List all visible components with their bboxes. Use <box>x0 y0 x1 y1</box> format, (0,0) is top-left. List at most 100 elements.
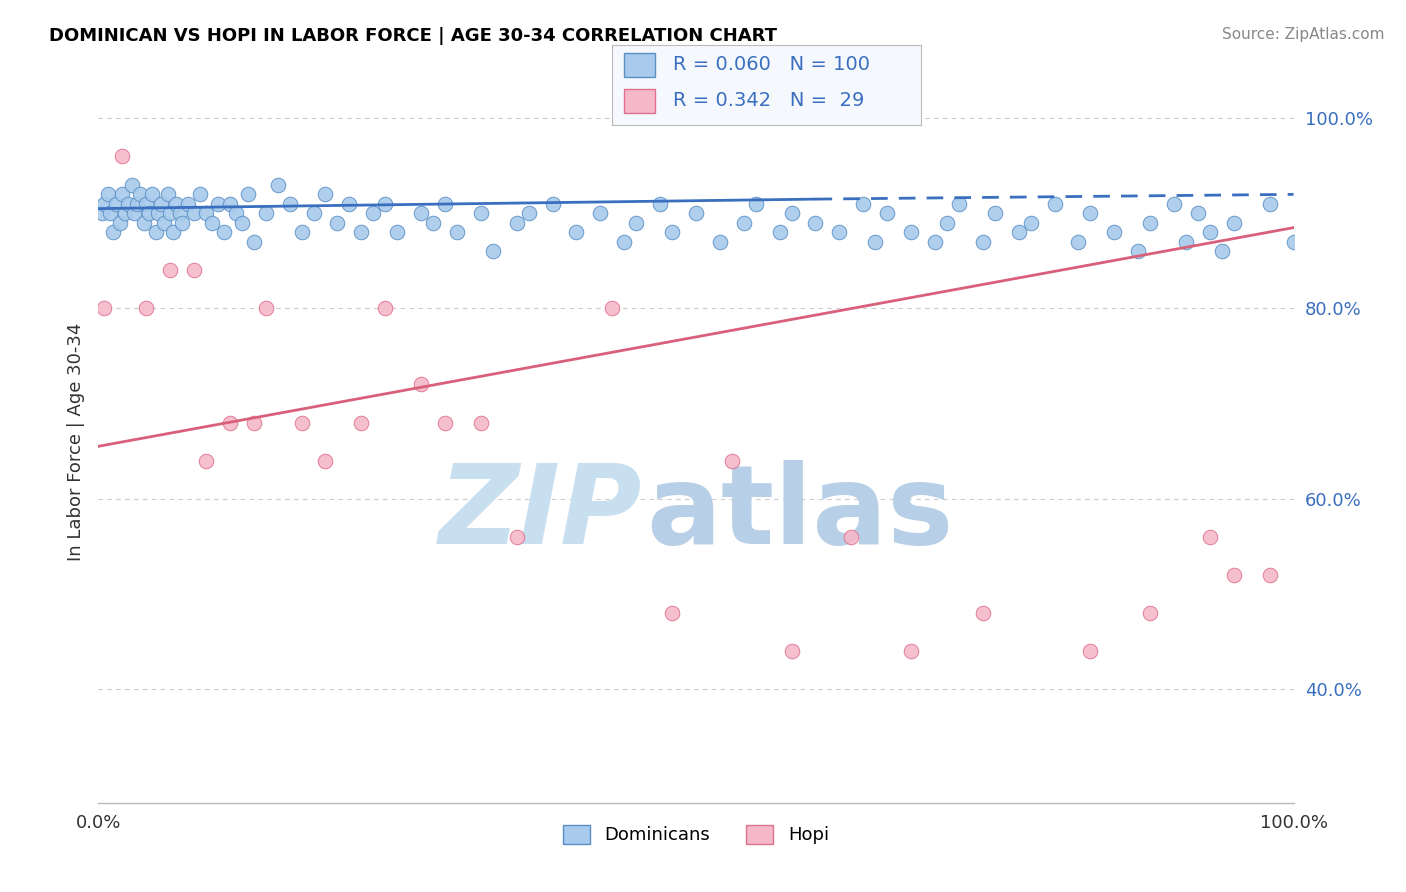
Point <box>1080 206 1102 220</box>
Point <box>315 453 337 467</box>
Point <box>865 235 887 249</box>
Point <box>1199 530 1222 544</box>
Point <box>108 216 131 230</box>
Point <box>972 235 994 249</box>
Point <box>1043 197 1066 211</box>
Point <box>135 197 157 211</box>
Point <box>132 216 155 230</box>
Point <box>101 226 124 240</box>
Point <box>165 197 187 211</box>
Point <box>177 197 200 211</box>
Point <box>207 197 229 211</box>
Point <box>98 206 122 220</box>
Point <box>149 197 172 211</box>
Point <box>97 187 120 202</box>
Point <box>278 197 301 211</box>
Point <box>1223 567 1246 582</box>
Text: DOMINICAN VS HOPI IN LABOR FORCE | AGE 30-34 CORRELATION CHART: DOMINICAN VS HOPI IN LABOR FORCE | AGE 3… <box>49 27 778 45</box>
Point <box>124 206 146 220</box>
Point <box>602 301 624 316</box>
Point <box>1199 226 1222 240</box>
Point <box>159 263 181 277</box>
Point <box>876 206 898 220</box>
Point <box>374 197 396 211</box>
Point <box>972 606 994 620</box>
Point <box>138 206 160 220</box>
Point <box>446 226 468 240</box>
Point <box>841 530 863 544</box>
Point <box>411 377 433 392</box>
Point <box>948 197 970 211</box>
Bar <box>624 89 655 112</box>
Point <box>506 530 529 544</box>
Point <box>1128 244 1150 259</box>
Point <box>159 206 181 220</box>
Point <box>141 187 163 202</box>
Point <box>517 206 540 220</box>
Point <box>804 216 827 230</box>
Point <box>219 197 242 211</box>
Point <box>1067 235 1090 249</box>
Point <box>243 235 266 249</box>
Point <box>1139 606 1161 620</box>
Point <box>1008 226 1031 240</box>
Point <box>685 206 707 220</box>
Point <box>1019 216 1042 230</box>
Point <box>1258 197 1281 211</box>
Point <box>267 178 290 192</box>
Point <box>626 216 648 230</box>
Point <box>1139 216 1161 230</box>
Point <box>212 226 235 240</box>
Point <box>350 416 373 430</box>
Point <box>506 216 529 230</box>
Point <box>188 187 211 202</box>
Point <box>470 206 492 220</box>
Point <box>900 226 922 240</box>
Point <box>195 453 218 467</box>
Point <box>661 226 683 240</box>
Point <box>924 235 946 249</box>
Point <box>385 226 409 240</box>
Point <box>470 416 492 430</box>
Text: R = 0.342   N =  29: R = 0.342 N = 29 <box>673 91 865 110</box>
Text: R = 0.060   N = 100: R = 0.060 N = 100 <box>673 54 870 74</box>
Point <box>135 301 157 316</box>
Point <box>780 643 803 657</box>
Point <box>254 206 277 220</box>
Point <box>291 416 314 430</box>
Text: Source: ZipAtlas.com: Source: ZipAtlas.com <box>1222 27 1385 42</box>
Point <box>129 187 152 202</box>
Point <box>148 206 170 220</box>
Point <box>291 226 314 240</box>
Point <box>565 226 588 240</box>
Point <box>153 216 176 230</box>
Point <box>93 301 115 316</box>
Point <box>363 206 385 220</box>
Point <box>93 197 115 211</box>
Point <box>1223 216 1246 230</box>
Point <box>1187 206 1209 220</box>
Point <box>231 216 253 230</box>
Point <box>852 197 875 211</box>
Point <box>721 453 744 467</box>
Point <box>1104 226 1126 240</box>
Point <box>201 216 224 230</box>
Point <box>1175 235 1198 249</box>
Point <box>589 206 612 220</box>
Text: atlas: atlas <box>645 460 953 567</box>
Point <box>225 206 247 220</box>
Point <box>541 197 564 211</box>
Point <box>156 187 179 202</box>
Point <box>326 216 349 230</box>
Legend: Dominicans, Hopi: Dominicans, Hopi <box>555 818 837 852</box>
Point <box>315 187 337 202</box>
Point <box>769 226 792 240</box>
Point <box>105 197 128 211</box>
Point <box>900 643 922 657</box>
Point <box>236 187 259 202</box>
Point <box>172 216 194 230</box>
Point <box>1282 235 1305 249</box>
Point <box>1258 567 1281 582</box>
Point <box>434 416 457 430</box>
Point <box>984 206 1007 220</box>
